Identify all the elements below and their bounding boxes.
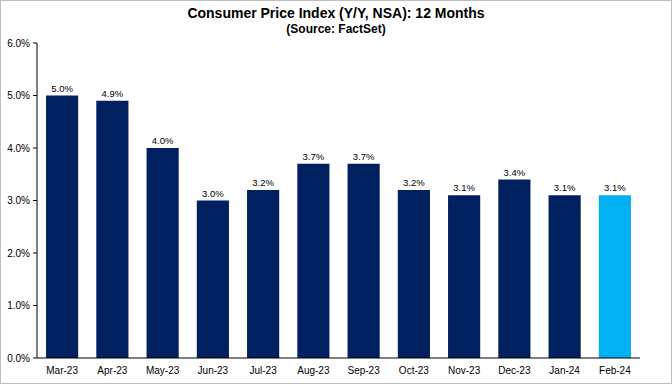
chart-frame [1,1,672,384]
y-tick [33,148,37,149]
data-label: 3.2% [252,177,274,188]
x-tick-label: Jul-23 [250,365,278,376]
data-label: 3.1% [453,182,475,193]
data-label: 4.0% [152,135,174,146]
y-axis [37,43,38,358]
title: Consumer Price Index (Y/Y, NSA): 12 Mont… [187,5,484,21]
x-tick-label: Dec-23 [498,365,531,376]
data-label: 3.4% [504,167,526,178]
y-tick [33,253,37,254]
x-tick-label: Aug-23 [297,365,330,376]
data-label: 3.1% [554,182,576,193]
data-label: 5.0% [51,83,73,94]
bar [197,201,229,359]
bar [147,148,179,358]
bar [348,164,380,358]
data-label: 3.0% [202,188,224,199]
x-tick-label: Jan-24 [549,365,580,376]
bar [599,195,631,358]
bar [297,164,329,358]
bar [498,180,530,359]
y-tick [33,43,37,44]
y-tick-label: 1.0% [7,300,30,311]
data-label: 3.7% [353,151,375,162]
y-tick-label: 5.0% [7,90,30,101]
chart: Consumer Price Index (Y/Y, NSA): 12 Mont… [0,0,672,384]
x-axis [37,358,640,359]
y-tick [33,305,37,306]
data-label: 4.9% [102,88,124,99]
subtitle: (Source: FactSet) [286,22,385,36]
y-tick-label: 3.0% [7,195,30,206]
y-tick-label: 0.0% [7,353,30,364]
bars [46,96,631,359]
data-label: 3.1% [604,182,626,193]
y-tick-label: 4.0% [7,143,30,154]
y-tick [33,95,37,96]
bar [46,96,78,359]
x-tick-label: Jun-23 [198,365,229,376]
x-tick-label: Sep-23 [348,365,381,376]
y-tick-label: 2.0% [7,248,30,259]
data-label: 3.2% [403,177,425,188]
x-tick-label: May-23 [146,365,180,376]
data-label: 3.7% [303,151,325,162]
bar [549,195,581,358]
x-tick-label: Feb-24 [599,365,631,376]
y-tick [33,200,37,201]
x-tick-label: Nov-23 [448,365,481,376]
bar [96,101,128,358]
x-tick-label: Mar-23 [46,365,78,376]
bar [247,190,279,358]
bar [448,195,480,358]
y-tick [33,358,37,359]
x-tick-label: Apr-23 [97,365,127,376]
y-tick-label: 6.0% [7,38,30,49]
x-tick-label: Oct-23 [399,365,429,376]
bar [398,190,430,358]
